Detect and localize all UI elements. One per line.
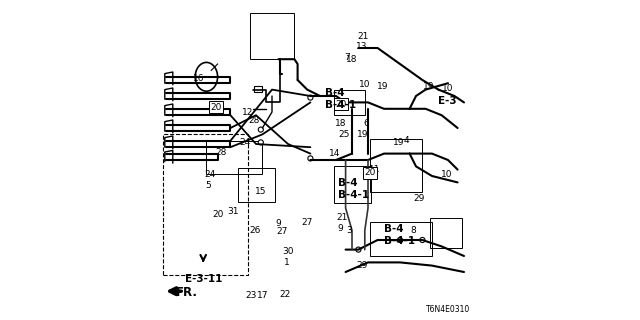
Text: E-3: E-3 <box>438 96 457 106</box>
Text: 10: 10 <box>441 170 452 179</box>
Text: 20: 20 <box>364 168 375 177</box>
Text: 13: 13 <box>356 42 367 51</box>
Text: 8: 8 <box>410 226 415 235</box>
Text: 1: 1 <box>284 258 289 267</box>
Text: 9: 9 <box>276 220 281 228</box>
Text: 24: 24 <box>204 170 215 179</box>
Text: 21: 21 <box>337 213 348 222</box>
Text: 3: 3 <box>346 226 351 235</box>
Text: 29: 29 <box>356 261 367 270</box>
Text: B-4
B-4-1: B-4 B-4-1 <box>325 88 356 110</box>
Text: 16: 16 <box>193 74 204 83</box>
Text: 29: 29 <box>413 194 425 203</box>
Text: 20: 20 <box>335 100 346 108</box>
Bar <box>430 218 462 248</box>
Text: 19: 19 <box>393 138 404 147</box>
Text: 27: 27 <box>276 228 287 236</box>
Text: B-4
B-4-1: B-4 B-4-1 <box>338 178 369 200</box>
Text: 21: 21 <box>358 32 369 41</box>
Text: 31: 31 <box>227 207 239 216</box>
Text: 20: 20 <box>212 210 223 219</box>
Text: 18: 18 <box>346 55 358 64</box>
Text: 20: 20 <box>211 103 221 112</box>
Text: 25: 25 <box>339 130 349 139</box>
Text: 30: 30 <box>282 247 294 256</box>
Text: 20: 20 <box>364 168 375 177</box>
Text: 28: 28 <box>249 116 260 124</box>
Text: 19: 19 <box>358 130 369 139</box>
Text: E-3-11: E-3-11 <box>184 274 222 284</box>
Circle shape <box>308 156 313 161</box>
Text: 23: 23 <box>246 292 257 300</box>
Text: 14: 14 <box>329 149 340 158</box>
Text: 15: 15 <box>255 188 266 196</box>
Bar <box>370 222 432 256</box>
Text: 17: 17 <box>257 292 268 300</box>
Text: 19: 19 <box>423 82 435 91</box>
Bar <box>163 134 248 275</box>
Circle shape <box>356 247 361 252</box>
Text: B-4
B-4-1: B-4 B-4-1 <box>384 224 415 246</box>
Circle shape <box>259 127 264 132</box>
Text: 11: 11 <box>369 165 380 174</box>
Bar <box>334 90 365 115</box>
Circle shape <box>308 95 313 100</box>
Text: 26: 26 <box>249 226 260 235</box>
Text: 19: 19 <box>377 82 388 91</box>
Text: 5: 5 <box>205 181 211 190</box>
Text: 9: 9 <box>337 224 343 233</box>
Text: 10: 10 <box>359 80 371 89</box>
Text: 28: 28 <box>215 148 227 156</box>
Circle shape <box>420 237 425 243</box>
Text: 7: 7 <box>344 53 350 62</box>
Text: 22: 22 <box>279 290 291 299</box>
Text: 10: 10 <box>442 84 454 93</box>
Text: FR.: FR. <box>176 286 198 299</box>
Text: 27: 27 <box>301 218 313 227</box>
Circle shape <box>397 237 403 243</box>
Bar <box>250 13 294 59</box>
Circle shape <box>259 140 264 145</box>
Text: 4: 4 <box>404 136 409 145</box>
Text: 12: 12 <box>243 108 253 116</box>
Text: 24: 24 <box>239 138 250 147</box>
Bar <box>239 168 275 202</box>
Bar <box>253 86 262 92</box>
Text: T6N4E0310: T6N4E0310 <box>426 305 470 314</box>
Text: 18: 18 <box>335 119 346 128</box>
Text: 6: 6 <box>364 119 369 128</box>
Bar <box>206 141 262 174</box>
Bar <box>334 166 371 203</box>
Bar <box>370 139 422 192</box>
